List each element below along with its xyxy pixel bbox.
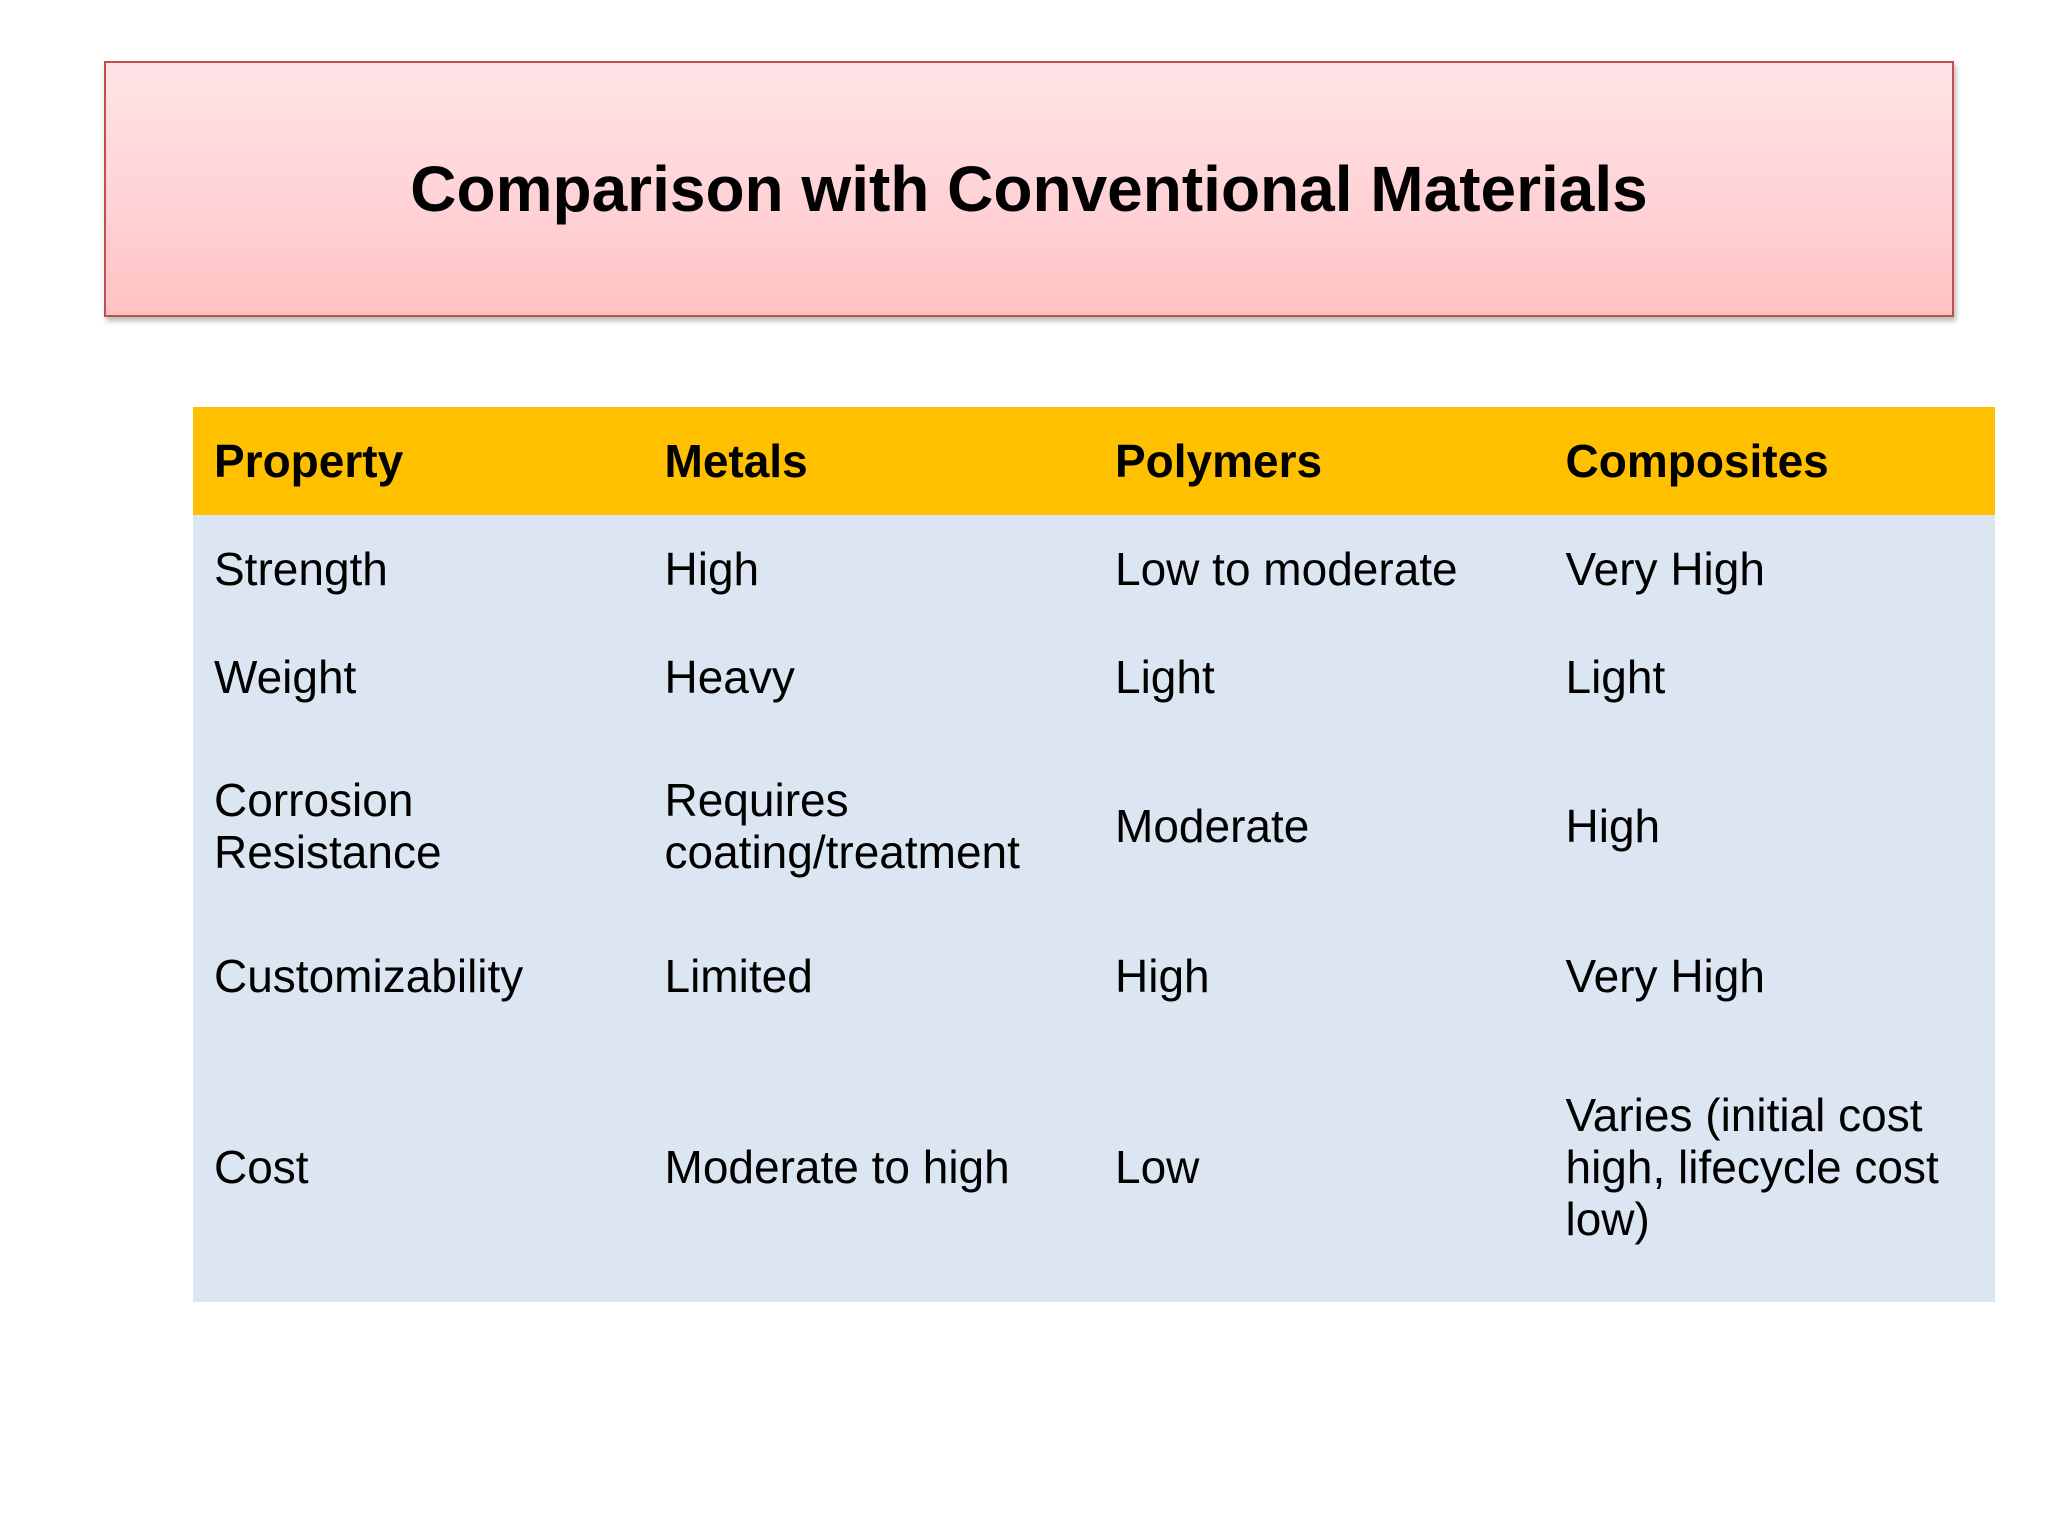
table-cell: High (1544, 731, 1995, 921)
table-cell: Varies (initial cost high, lifecycle cos… (1544, 1031, 1995, 1302)
header-cell-composites: Composites (1544, 407, 1995, 515)
comparison-table: Property Metals Polymers Composites Stre… (193, 407, 1995, 1302)
table-row: Strength High Low to moderate Very High (193, 515, 1995, 623)
table-row: Customizability Limited High Very High (193, 921, 1995, 1031)
table-cell: Weight (193, 623, 644, 731)
table-cell: Customizability (193, 921, 644, 1031)
table-cell: Moderate to high (643, 1031, 1094, 1302)
table-cell: High (643, 515, 1094, 623)
title-box: Comparison with Conventional Materials (104, 61, 1954, 317)
table-row: Weight Heavy Light Light (193, 623, 1995, 731)
table-cell: Light (1544, 623, 1995, 731)
table-cell: Low to moderate (1094, 515, 1545, 623)
table-cell: Very High (1544, 921, 1995, 1031)
table-cell: Requires coating/treatment (643, 731, 1094, 921)
table-cell: Cost (193, 1031, 644, 1302)
table-cell: Moderate (1094, 731, 1545, 921)
header-cell-property: Property (193, 407, 644, 515)
slide-title: Comparison with Conventional Materials (410, 153, 1648, 225)
table-cell: Low (1094, 1031, 1545, 1302)
table-cell: High (1094, 921, 1545, 1031)
table-row: Cost Moderate to high Low Varies (initia… (193, 1031, 1995, 1302)
table-cell: Light (1094, 623, 1545, 731)
table-row: Corrosion Resistance Requires coating/tr… (193, 731, 1995, 921)
header-cell-polymers: Polymers (1094, 407, 1545, 515)
header-cell-metals: Metals (643, 407, 1094, 515)
table-cell: Strength (193, 515, 644, 623)
header-row: Property Metals Polymers Composites (193, 407, 1995, 515)
table-cell: Limited (643, 921, 1094, 1031)
table-cell: Heavy (643, 623, 1094, 731)
table-cell: Corrosion Resistance (193, 731, 644, 921)
table-cell: Very High (1544, 515, 1995, 623)
